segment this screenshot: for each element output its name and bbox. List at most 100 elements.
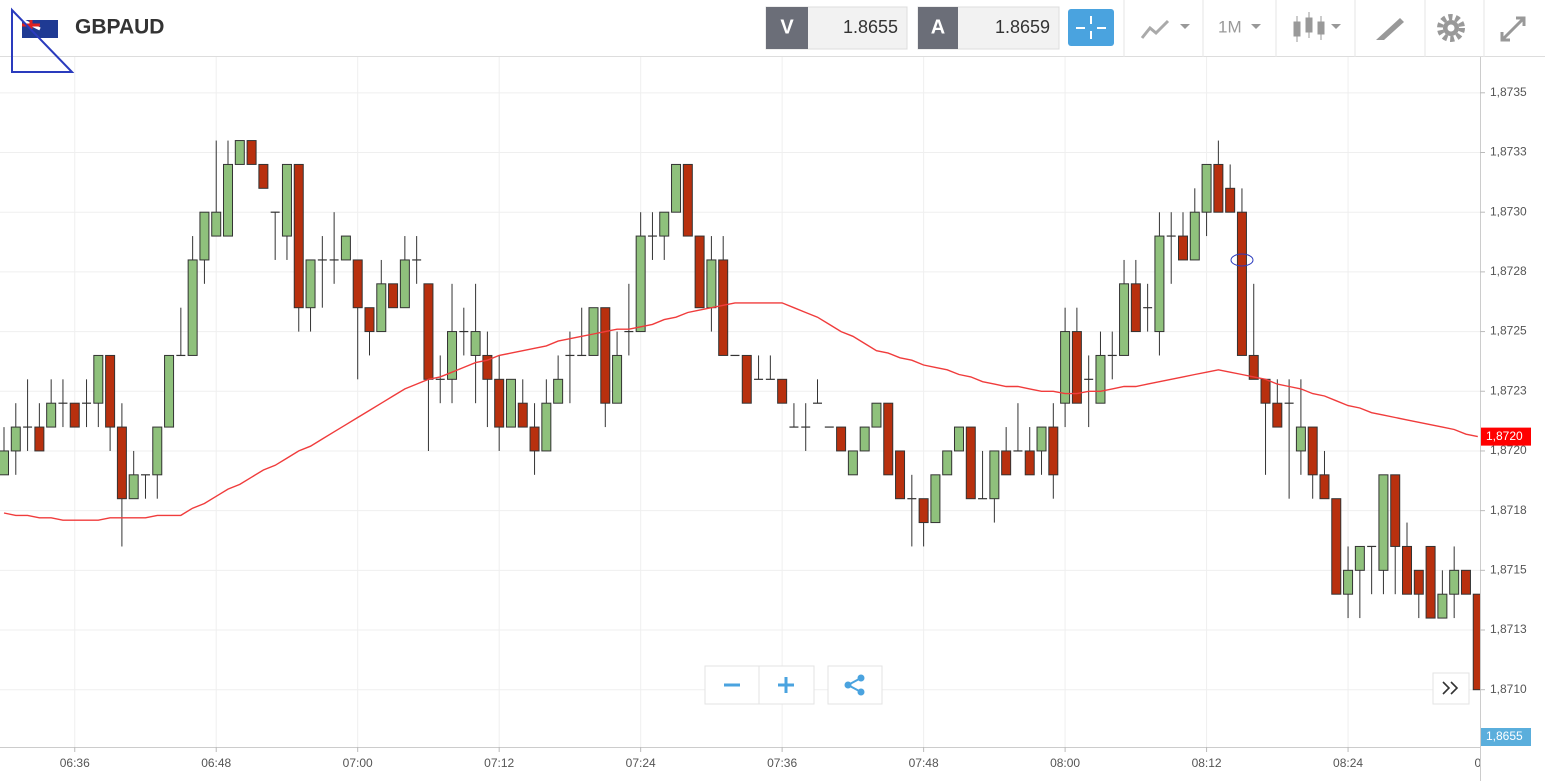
fullscreen-button[interactable] (1500, 16, 1526, 42)
candle-body (1071, 331, 1082, 404)
candle-body (1130, 283, 1141, 333)
sell-box[interactable]: V 1.8655 (765, 6, 908, 50)
candle-body (376, 283, 387, 333)
candle-body (1413, 569, 1424, 595)
candle-body (1378, 474, 1389, 571)
candle-body (69, 402, 80, 428)
drawing-triangle[interactable] (11, 7, 75, 73)
candle-body (364, 307, 375, 333)
candle-body (494, 378, 505, 428)
candle-body (305, 259, 316, 309)
candle-body (246, 140, 257, 165)
candle-body (1307, 426, 1318, 476)
candle-body (859, 426, 870, 452)
candle-body (1343, 569, 1354, 595)
candle-body (1248, 354, 1259, 380)
y-tick-label: 1,8735 (1490, 85, 1527, 99)
candle-body (553, 378, 564, 404)
candle-body (447, 331, 458, 380)
candle-body (671, 163, 682, 213)
share-button[interactable] (827, 665, 883, 705)
drawing-tools-button[interactable] (1376, 18, 1404, 40)
candle-body (1437, 593, 1448, 619)
price-tag (1481, 427, 1531, 446)
candle-body (1390, 474, 1401, 547)
candle-body (199, 211, 210, 261)
y-tick-label: 1,8718 (1490, 503, 1527, 517)
plot-area (0, 57, 1480, 747)
candle-body (989, 450, 1000, 500)
candle-body (1472, 593, 1480, 691)
zoom-controls (704, 665, 1470, 705)
price-tag-label: 1,8720 (1486, 429, 1523, 443)
toolbar-separators (1123, 0, 1485, 57)
candle-body (895, 450, 906, 500)
plus-icon (778, 677, 794, 693)
candle-body (10, 426, 21, 452)
y-tick-label: 1,8728 (1490, 264, 1527, 278)
x-tick-label: 07:00 (343, 756, 373, 770)
candle-body (1178, 235, 1188, 261)
candle-body (1236, 211, 1247, 356)
candle-body (46, 402, 57, 428)
candle-body (340, 235, 351, 261)
candle-body (1154, 235, 1165, 333)
candle-body (541, 402, 552, 452)
candle-body (399, 259, 410, 309)
timeframe-button[interactable]: 1M (1218, 17, 1261, 36)
candle-body (1036, 426, 1047, 452)
x-tick-label: 06:48 (201, 756, 231, 770)
candle-body (1260, 378, 1271, 404)
candle-body (1024, 450, 1035, 476)
buy-label: A (931, 16, 945, 38)
buy-box[interactable]: A 1.8659 (917, 6, 1060, 50)
candle-body (164, 354, 175, 428)
x-tick-label: 07:48 (909, 756, 939, 770)
candle-body (1225, 187, 1236, 213)
x-tick-label: 07:12 (484, 756, 514, 770)
y-tick-label: 1,8710 (1490, 682, 1527, 696)
moving-average-line (3, 302, 1478, 521)
candle-body (741, 354, 752, 404)
candle-body (482, 354, 493, 380)
candle-body (718, 259, 729, 356)
candle-body (694, 235, 705, 309)
candle-body (105, 354, 116, 428)
candle-body (1295, 426, 1306, 452)
symbol: GBPAUD (75, 16, 164, 39)
crosshair-button[interactable] (1068, 9, 1114, 46)
candle-body (1425, 545, 1436, 619)
candle-body (281, 163, 292, 237)
candle-body (953, 426, 964, 452)
candle-body (128, 474, 139, 500)
chart-type-button[interactable] (1140, 19, 1190, 39)
axes: 1,8710 1,8713 1,8715 1,8718 1,8720 1,8723 1,87… (0, 57, 1545, 781)
candle-body (942, 450, 953, 476)
time-axis (0, 747, 1480, 781)
candle-body (682, 163, 693, 237)
candle-body (1189, 211, 1200, 261)
candle-body (1201, 163, 1212, 213)
candle-body (836, 426, 847, 452)
y-tick-label: 1,8715 (1490, 562, 1527, 576)
candle-body (34, 426, 45, 452)
candle-body (871, 402, 882, 428)
candle-body (1213, 163, 1224, 213)
candle-body (1402, 545, 1413, 595)
candle-body (388, 283, 399, 309)
candle-body (505, 378, 516, 428)
sell-price: 1.8655 (843, 17, 898, 37)
candle-body (223, 163, 234, 237)
candle-body (258, 163, 269, 189)
price-axis (1480, 57, 1545, 781)
y-tick-label: 1,8713 (1490, 622, 1527, 636)
sell-label: V (780, 16, 794, 38)
candles-button[interactable] (1293, 12, 1341, 42)
candle-body (1460, 569, 1471, 595)
share-dot (857, 674, 865, 682)
settings-button[interactable] (1437, 14, 1465, 42)
drawing-ellipse[interactable] (1230, 253, 1254, 267)
share-dot (857, 688, 865, 696)
scroll-end-button[interactable] (1432, 672, 1470, 705)
